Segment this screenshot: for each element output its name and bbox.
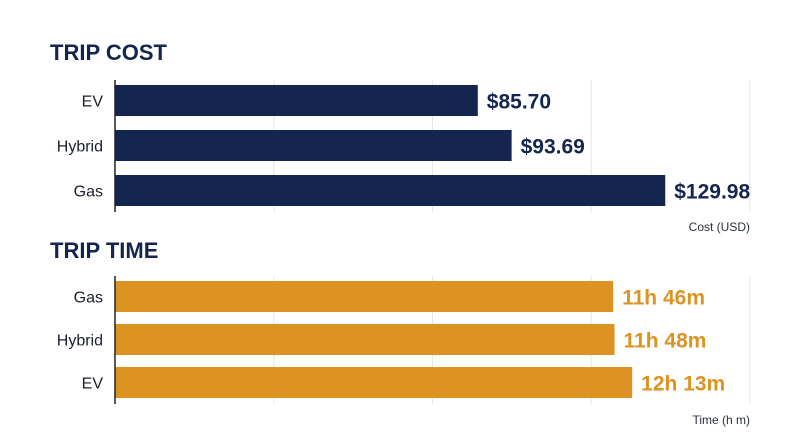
cost-value-label-ev: $85.70	[487, 91, 551, 114]
time-bar-hybrid	[115, 324, 615, 355]
cost-bar-hybrid	[115, 130, 512, 161]
time-value-label-ev: 12h 13m	[641, 373, 725, 396]
time-chart-title: TRIP TIME	[50, 238, 158, 263]
cost-value-label-hybrid: $93.69	[521, 136, 585, 159]
cost-category-label-hybrid: Hybrid	[57, 139, 103, 156]
cost-category-label-ev: EV	[82, 94, 104, 111]
time-category-label-gas: Gas	[74, 290, 103, 307]
cost-category-label-gas: Gas	[74, 184, 103, 201]
cost-bar-ev	[115, 85, 478, 116]
time-bar-ev	[115, 367, 633, 398]
time-bar-gas	[115, 281, 614, 312]
time-value-label-gas: 11h 46m	[622, 287, 705, 310]
time-category-label-ev: EV	[82, 376, 104, 393]
cost-chart-title: TRIP COST	[50, 40, 168, 65]
time-x-axis-label: Time (h m)	[692, 413, 750, 427]
cost-value-label-gas: $129.98	[674, 181, 750, 204]
cost-x-axis-label: Cost (USD)	[689, 220, 750, 234]
time-value-label-hybrid: 11h 48m	[624, 330, 707, 353]
cost-bar-gas	[115, 175, 666, 206]
time-category-label-hybrid: Hybrid	[57, 333, 103, 350]
